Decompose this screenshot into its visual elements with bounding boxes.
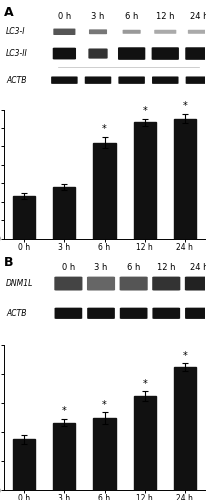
Text: *: *	[142, 106, 146, 116]
Text: 3 h: 3 h	[94, 264, 107, 272]
Text: 6 h: 6 h	[126, 264, 140, 272]
Text: LC3-II: LC3-II	[6, 49, 28, 58]
Text: *: *	[182, 351, 186, 361]
Bar	[13, 440, 35, 490]
Text: 24 h: 24 h	[189, 12, 206, 22]
FancyBboxPatch shape	[153, 30, 176, 34]
FancyBboxPatch shape	[117, 48, 145, 60]
FancyBboxPatch shape	[53, 28, 75, 35]
Bar	[133, 122, 155, 238]
FancyBboxPatch shape	[87, 308, 114, 319]
FancyBboxPatch shape	[119, 308, 147, 319]
FancyBboxPatch shape	[54, 308, 82, 319]
FancyBboxPatch shape	[89, 30, 107, 34]
Bar	[93, 418, 115, 490]
Text: *: *	[102, 124, 106, 134]
FancyBboxPatch shape	[53, 48, 76, 60]
FancyBboxPatch shape	[187, 30, 206, 34]
Text: *: *	[182, 102, 186, 112]
Text: 24 h: 24 h	[189, 264, 206, 272]
Text: B: B	[4, 256, 14, 270]
FancyBboxPatch shape	[119, 276, 147, 290]
FancyBboxPatch shape	[151, 276, 179, 290]
Bar	[173, 118, 195, 238]
Text: 0 h: 0 h	[61, 264, 75, 272]
Bar	[13, 196, 35, 238]
FancyBboxPatch shape	[152, 308, 179, 319]
Text: A: A	[4, 6, 14, 19]
Bar	[93, 142, 115, 238]
Text: *: *	[102, 400, 106, 409]
Text: ACTB: ACTB	[6, 76, 27, 84]
FancyBboxPatch shape	[84, 76, 111, 84]
Text: 12 h: 12 h	[155, 12, 174, 22]
Text: 6 h: 6 h	[124, 12, 138, 22]
Text: *: *	[142, 379, 146, 389]
FancyBboxPatch shape	[54, 276, 82, 290]
FancyBboxPatch shape	[184, 48, 206, 60]
Text: LC3-I: LC3-I	[6, 28, 26, 36]
FancyBboxPatch shape	[184, 276, 206, 290]
Text: ACTB: ACTB	[6, 309, 27, 318]
FancyBboxPatch shape	[185, 76, 206, 84]
Bar	[53, 187, 75, 238]
Text: 12 h: 12 h	[156, 264, 175, 272]
FancyBboxPatch shape	[87, 276, 115, 290]
FancyBboxPatch shape	[151, 48, 178, 60]
Text: *: *	[62, 406, 66, 416]
FancyBboxPatch shape	[122, 30, 140, 34]
FancyBboxPatch shape	[184, 308, 206, 319]
Text: 3 h: 3 h	[91, 12, 104, 22]
Text: DNM1L: DNM1L	[6, 279, 33, 288]
Bar	[173, 367, 195, 490]
FancyBboxPatch shape	[88, 48, 107, 58]
Bar	[133, 396, 155, 490]
FancyBboxPatch shape	[151, 76, 178, 84]
Bar	[53, 422, 75, 490]
FancyBboxPatch shape	[51, 76, 77, 84]
Text: 0 h: 0 h	[57, 12, 71, 22]
FancyBboxPatch shape	[118, 76, 144, 84]
